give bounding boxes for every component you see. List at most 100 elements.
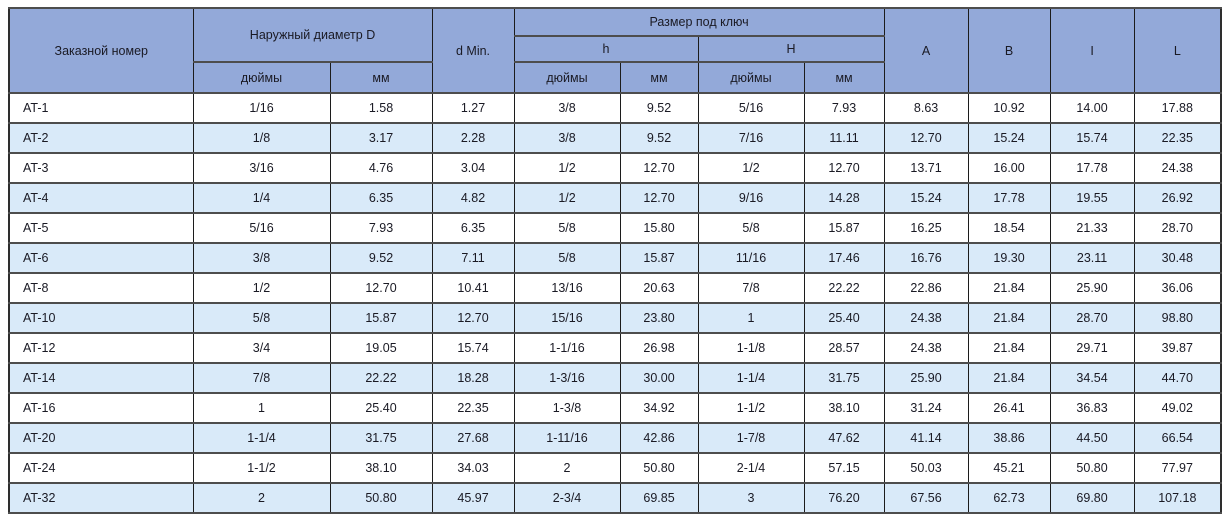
value-cell: 29.71 xyxy=(1049,332,1135,364)
value-cell: 21.84 xyxy=(967,332,1051,364)
value-cell: 7/8 xyxy=(697,272,805,304)
value-cell: 18.54 xyxy=(967,212,1051,244)
value-cell: 66.54 xyxy=(1133,422,1222,454)
value-cell: 7.11 xyxy=(431,242,515,274)
order-number-cell: AT-6 xyxy=(8,242,194,274)
value-cell: 16.25 xyxy=(883,212,969,244)
order-number-cell: AT-4 xyxy=(8,182,194,214)
value-cell: 26.41 xyxy=(967,392,1051,424)
fittings-spec-table: Заказной номер Наружный диаметр D d Min.… xyxy=(8,7,1223,514)
value-cell: 21.84 xyxy=(967,302,1051,334)
value-cell: 1-3/16 xyxy=(513,362,621,394)
value-cell: 50.80 xyxy=(619,452,699,484)
value-cell: 22.22 xyxy=(329,362,433,394)
value-cell: 1-7/8 xyxy=(697,422,805,454)
value-cell: 30.48 xyxy=(1133,242,1222,274)
value-cell: 11.11 xyxy=(803,122,885,154)
value-cell: 9.52 xyxy=(619,122,699,154)
value-cell: 1/4 xyxy=(192,182,331,214)
value-cell: 21.33 xyxy=(1049,212,1135,244)
value-cell: 25.40 xyxy=(803,302,885,334)
value-cell: 12.70 xyxy=(431,302,515,334)
value-cell: 21.84 xyxy=(967,362,1051,394)
value-cell: 25.40 xyxy=(329,392,433,424)
value-cell: 1/2 xyxy=(192,272,331,304)
value-cell: 34.54 xyxy=(1049,362,1135,394)
value-cell: 15/16 xyxy=(513,302,621,334)
order-number-cell: AT-20 xyxy=(8,422,194,454)
value-cell: 1/2 xyxy=(513,182,621,214)
value-cell: 44.70 xyxy=(1133,362,1222,394)
value-cell: 18.28 xyxy=(431,362,515,394)
value-cell: 38.86 xyxy=(967,422,1051,454)
table-row: AT-6 3/8 9.52 7.11 5/8 15.87 11/16 17.46 16.76 19… xyxy=(8,242,1222,274)
table-row: AT-1 1/16 1.58 1.27 3/8 9.52 5/16 7.93 8.63 10.92… xyxy=(8,92,1222,124)
value-cell: 7.93 xyxy=(803,92,885,124)
value-cell: 21.84 xyxy=(967,272,1051,304)
header-unit-inches: дюймы xyxy=(513,61,621,94)
value-cell: 7/8 xyxy=(192,362,331,394)
header-unit-mm: мм xyxy=(619,61,699,94)
value-cell: 62.73 xyxy=(967,482,1051,514)
value-cell: 69.85 xyxy=(619,482,699,514)
value-cell: 4.76 xyxy=(329,152,433,184)
header-d-min: d Min. xyxy=(431,7,515,94)
value-cell: 49.02 xyxy=(1133,392,1222,424)
value-cell: 30.00 xyxy=(619,362,699,394)
value-cell: 9.52 xyxy=(619,92,699,124)
order-number-cell: AT-8 xyxy=(8,272,194,304)
table-row: AT-14 7/8 22.22 18.28 1-3/16 30.00 1-1/4 31.75 2… xyxy=(8,362,1222,394)
value-cell: 1.58 xyxy=(329,92,433,124)
value-cell: 5/8 xyxy=(513,212,621,244)
table-row: AT-3 3/16 4.76 3.04 1/2 12.70 1/2 12.70 13.71 16.… xyxy=(8,152,1222,184)
value-cell: 25.90 xyxy=(883,362,969,394)
value-cell: 76.20 xyxy=(803,482,885,514)
value-cell: 15.87 xyxy=(329,302,433,334)
value-cell: 12.70 xyxy=(329,272,433,304)
header-order-number: Заказной номер xyxy=(8,7,194,94)
value-cell: 15.24 xyxy=(967,122,1051,154)
value-cell: 14.00 xyxy=(1049,92,1135,124)
value-cell: 1 xyxy=(192,392,331,424)
value-cell: 47.62 xyxy=(803,422,885,454)
value-cell: 15.87 xyxy=(803,212,885,244)
value-cell: 3/4 xyxy=(192,332,331,364)
value-cell: 50.80 xyxy=(329,482,433,514)
value-cell: 28.70 xyxy=(1133,212,1222,244)
value-cell: 5/8 xyxy=(513,242,621,274)
value-cell: 13.71 xyxy=(883,152,969,184)
header-col-a: A xyxy=(883,7,969,94)
table-row: AT-20 1-1/4 31.75 27.68 1-11/16 42.86 1-7/8 47.… xyxy=(8,422,1222,454)
value-cell: 27.68 xyxy=(431,422,515,454)
value-cell: 6.35 xyxy=(329,182,433,214)
value-cell: 13/16 xyxy=(513,272,621,304)
value-cell: 24.38 xyxy=(883,302,969,334)
table-row: AT-4 1/4 6.35 4.82 1/2 12.70 9/16 14.28 15.24 17.… xyxy=(8,182,1222,214)
order-number-cell: AT-2 xyxy=(8,122,194,154)
value-cell: 5/16 xyxy=(697,92,805,124)
value-cell: 9.52 xyxy=(329,242,433,274)
value-cell: 10.41 xyxy=(431,272,515,304)
header-unit-inches: дюймы xyxy=(192,61,331,94)
order-number-cell: AT-16 xyxy=(8,392,194,424)
value-cell: 8.63 xyxy=(883,92,969,124)
value-cell: 107.18 xyxy=(1133,482,1222,514)
value-cell: 2 xyxy=(513,452,621,484)
value-cell: 31.24 xyxy=(883,392,969,424)
value-cell: 12.70 xyxy=(803,152,885,184)
value-cell: 3/8 xyxy=(513,92,621,124)
value-cell: 45.21 xyxy=(967,452,1051,484)
value-cell: 23.80 xyxy=(619,302,699,334)
header-wrench-size: Размер под ключ xyxy=(513,7,885,37)
value-cell: 11/16 xyxy=(697,242,805,274)
value-cell: 44.50 xyxy=(1049,422,1135,454)
table-row: AT-32 2 50.80 45.97 2-3/4 69.85 3 76.20 67.56 62.… xyxy=(8,482,1222,514)
value-cell: 98.80 xyxy=(1133,302,1222,334)
value-cell: 1-1/2 xyxy=(697,392,805,424)
value-cell: 12.70 xyxy=(619,182,699,214)
value-cell: 2-3/4 xyxy=(513,482,621,514)
value-cell: 38.10 xyxy=(803,392,885,424)
table-body: AT-1 1/16 1.58 1.27 3/8 9.52 5/16 7.93 8.63 10.92… xyxy=(8,92,1222,514)
value-cell: 1/2 xyxy=(513,152,621,184)
